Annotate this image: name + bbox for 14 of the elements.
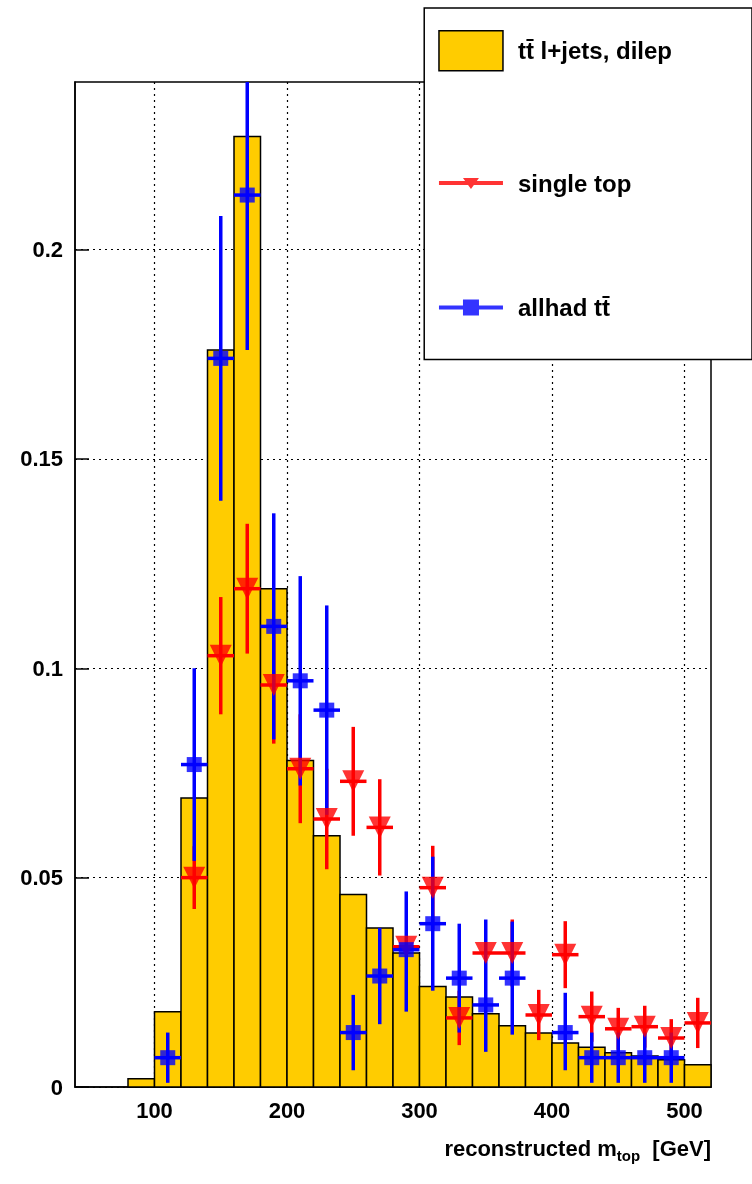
legend-label: tt̄ l+jets, dilep (517, 37, 672, 65)
x-tick-label: 500 (666, 1097, 703, 1123)
legend-label: single top (517, 170, 632, 197)
x-axis-title: reconstructed m$_{top}$ [GeV] (444, 1136, 711, 1165)
x-tick-label: 300 (401, 1097, 438, 1123)
y-tick-label: 0 (50, 1074, 63, 1100)
x-tick-label: 200 (268, 1097, 306, 1123)
y-tick-label: 0.15 (20, 446, 63, 472)
legend-label: allhad tt̄ (517, 294, 610, 321)
y-tick-label: 0.2 (32, 237, 63, 262)
y-tick-label: 0.05 (20, 865, 63, 891)
y-tick-label: 0.1 (32, 655, 63, 681)
x-tick-label: 400 (533, 1097, 571, 1123)
x-tick-label: 100 (136, 1097, 173, 1123)
